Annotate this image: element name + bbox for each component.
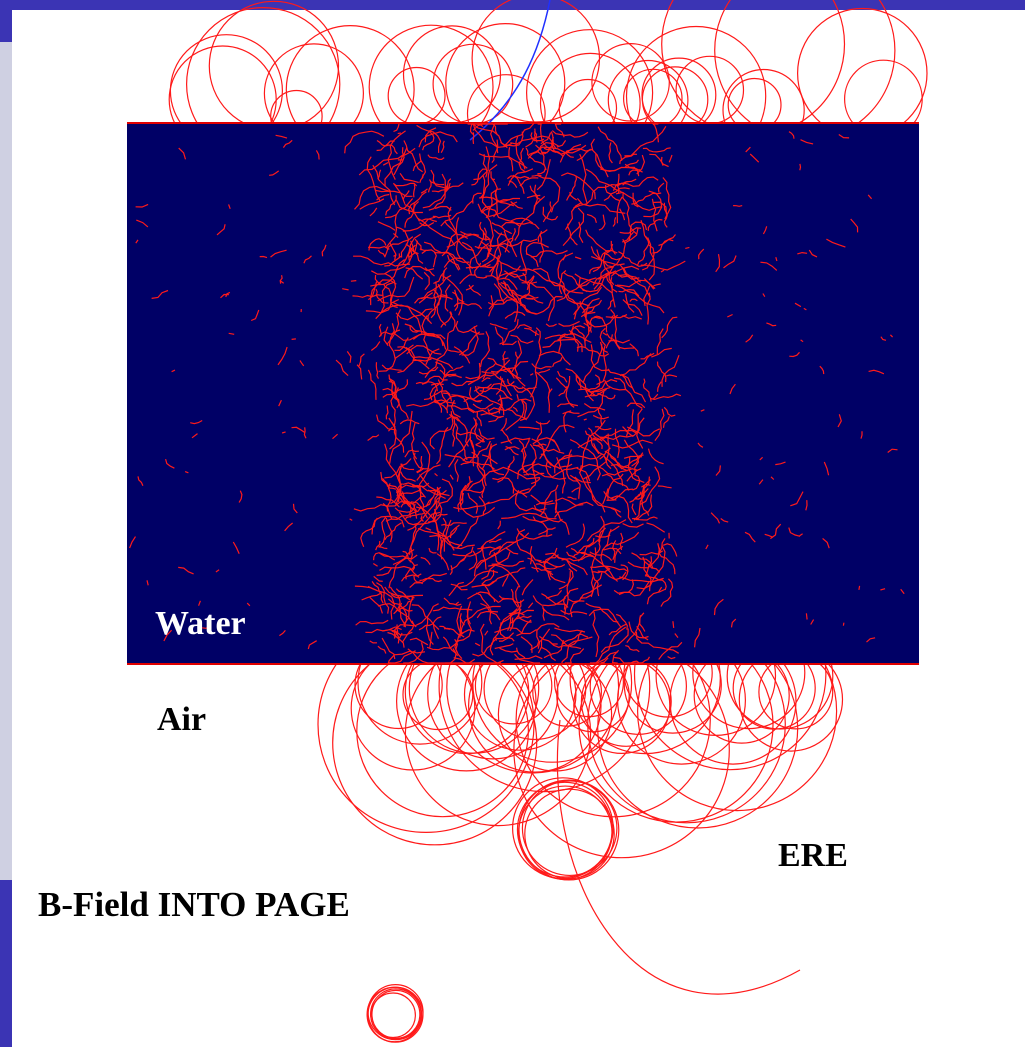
left-band-bottom <box>0 880 12 1047</box>
track <box>530 546 531 564</box>
water-region <box>127 123 919 664</box>
track <box>806 613 807 619</box>
slide: Water Air ERE B-Field INTO PAGE <box>0 0 1025 1047</box>
page: Water Air ERE B-Field INTO PAGE (() => {… <box>0 0 1025 1047</box>
water-label: Water <box>155 605 246 642</box>
left-band <box>0 42 12 880</box>
track <box>733 206 742 207</box>
track <box>859 586 860 590</box>
track <box>292 339 296 340</box>
track <box>398 133 401 134</box>
left-band-top <box>0 0 12 42</box>
track <box>496 637 497 641</box>
top-band <box>0 0 1025 10</box>
track <box>536 330 537 336</box>
bfield-label: B-Field INTO PAGE <box>38 885 350 924</box>
track <box>843 623 844 626</box>
track <box>673 621 674 628</box>
ere-label: ERE <box>778 837 848 874</box>
air-label: Air <box>157 701 206 738</box>
track <box>800 164 801 170</box>
track <box>351 281 356 282</box>
